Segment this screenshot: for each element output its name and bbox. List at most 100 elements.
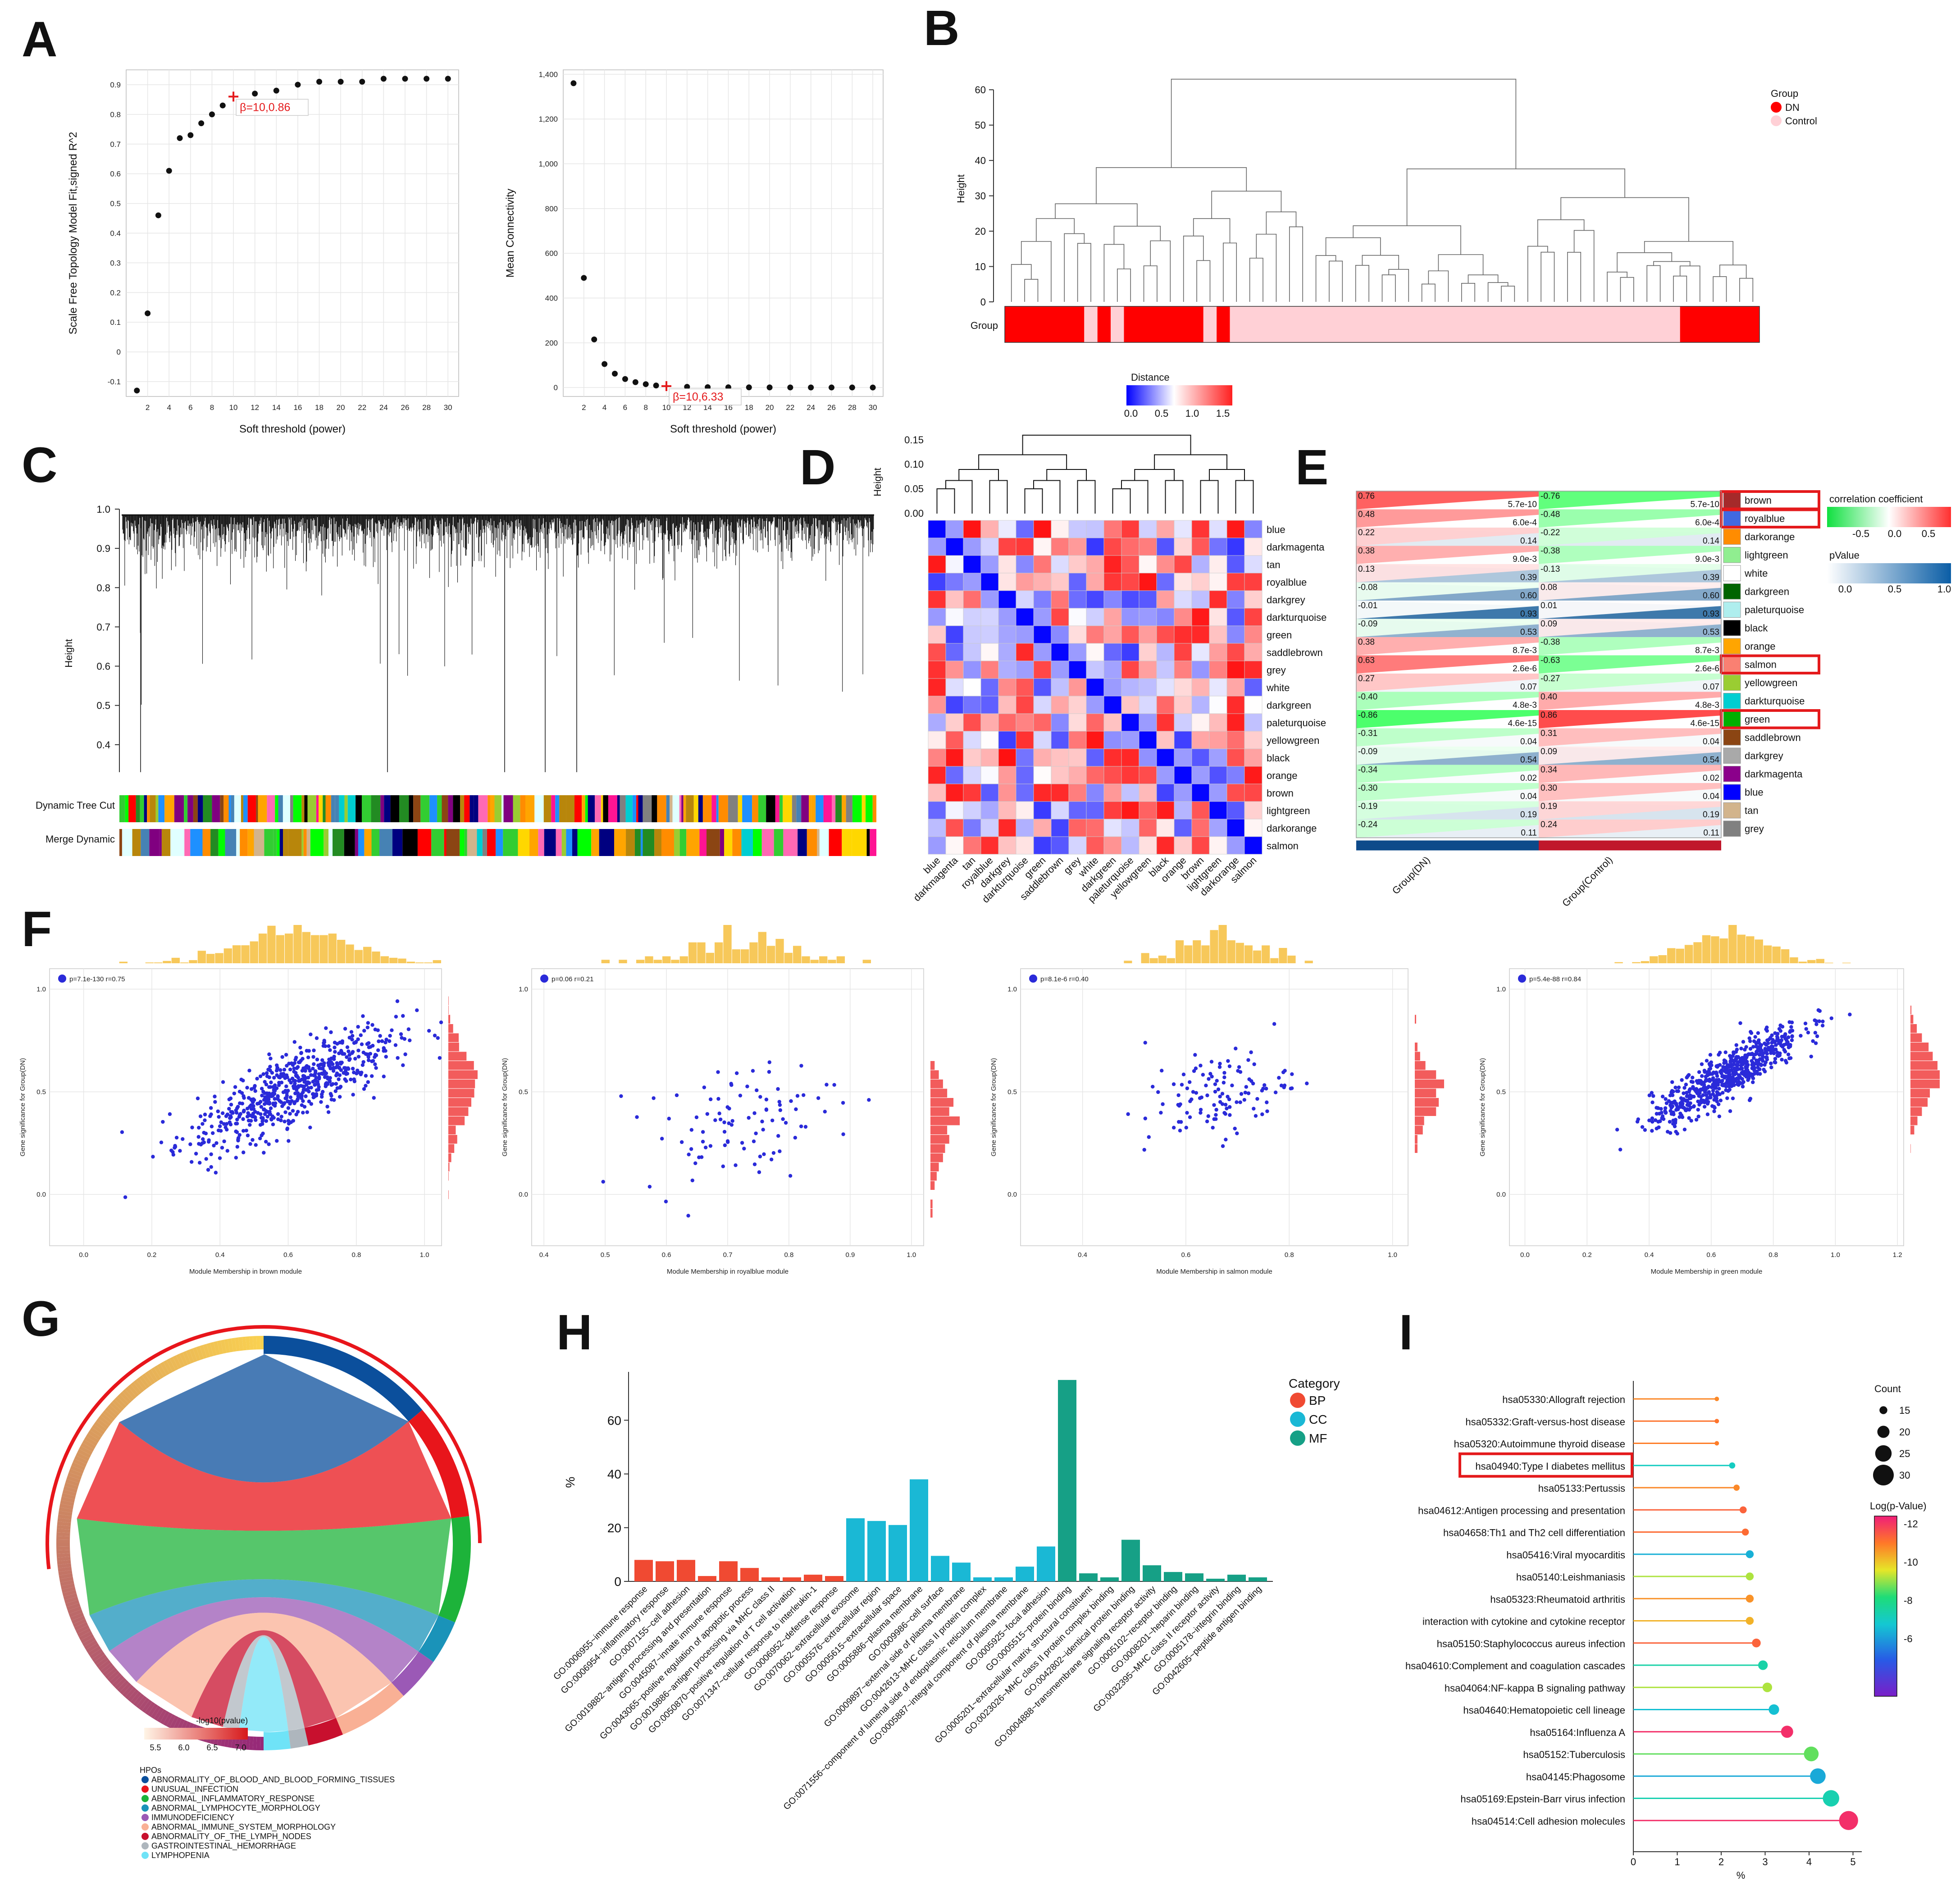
dendrogram-branch [1428, 270, 1449, 302]
correlation-triangle [1539, 692, 1721, 710]
data-point [360, 1070, 364, 1075]
heatmap-cell [1033, 713, 1052, 732]
term-label: hsa05150:Staphylococcus aureus infection [1437, 1638, 1625, 1649]
bar [1185, 1573, 1203, 1581]
group-bar-segment [1084, 306, 1098, 342]
y-axis-title: Height [955, 174, 966, 203]
correlation-value: 0.19 [1541, 802, 1557, 811]
data-point [248, 1123, 252, 1127]
heatmap-cell [1068, 836, 1087, 855]
data-point [767, 1060, 771, 1064]
gene-ring-segment [119, 1391, 132, 1404]
data-point [1696, 1099, 1700, 1103]
gene-ring-segment [98, 1659, 111, 1671]
correlation-value: -0.34 [1358, 765, 1378, 775]
y-tick-label: 0.6 [96, 661, 110, 672]
y-histogram-bar [930, 1116, 960, 1125]
module-color-strip [657, 795, 666, 822]
x-histogram-bar [1632, 962, 1641, 963]
heatmap-cell [1156, 731, 1175, 749]
x-histogram-bar [285, 934, 293, 963]
data-point [1193, 1053, 1197, 1057]
data-point [1227, 1097, 1231, 1102]
dendrogram-branch [1064, 233, 1085, 302]
gene-ring-segment [114, 1677, 127, 1690]
data-point [338, 1084, 343, 1089]
data-point [307, 1049, 311, 1053]
data-point [1235, 1131, 1239, 1135]
lollipop-head [1752, 1639, 1761, 1648]
module-color-strip [140, 795, 144, 822]
data-point [221, 1080, 225, 1084]
dendrogram-branch [1644, 241, 1734, 265]
module-color-strip [783, 829, 798, 856]
hpo-sector [288, 1728, 309, 1749]
data-point [1778, 1029, 1782, 1033]
gene-ring-segment [147, 1369, 158, 1383]
dendrogram-leaves [122, 515, 874, 705]
module-label: darkgreen [1745, 586, 1789, 597]
y-tick-label: 0.0 [1007, 1191, 1017, 1198]
y-tick-label: 0.0 [519, 1191, 528, 1198]
module-label: black [1745, 623, 1768, 634]
x-histogram-bar [732, 949, 740, 963]
x-tick-label: 2 [1718, 1856, 1724, 1867]
data-point [329, 1030, 333, 1034]
pvalue-tick-label: 0.5 [1888, 583, 1902, 595]
data-point [1264, 1087, 1268, 1091]
data-point [374, 1066, 378, 1070]
lollipop-head [1714, 1419, 1719, 1424]
module-color-strip [193, 795, 198, 822]
data-point [647, 1184, 652, 1189]
module-color-strip [835, 795, 842, 822]
gene-ring-segment [173, 1355, 182, 1369]
heatmap-cell [998, 783, 1016, 802]
pvalue-value: 0.60 [1520, 591, 1537, 601]
module-color-strip [247, 795, 256, 822]
dendrogram-branch [1171, 78, 1517, 169]
y-histogram-bar [448, 1079, 475, 1089]
module-color-strip [752, 795, 758, 822]
data-point [1653, 1118, 1658, 1122]
gene-ring-segment [160, 1362, 170, 1375]
heatmap-cell [1103, 696, 1122, 714]
data-point [1811, 1039, 1815, 1043]
data-point [1214, 1113, 1218, 1117]
data-point [294, 1071, 298, 1075]
group-bar-segment [1217, 306, 1230, 342]
gene-ring-segment [74, 1455, 88, 1465]
gene-ring-segment [57, 1525, 71, 1530]
data-point [269, 1106, 273, 1111]
correlation-triangle [1539, 710, 1721, 729]
x-histogram-bar [171, 957, 180, 963]
x-tick-label: 20 [766, 403, 774, 412]
correlation-triangle [1356, 820, 1539, 838]
x-histogram-bar [671, 960, 679, 963]
heatmap-cell [945, 573, 964, 591]
dendrogram-branch [1438, 254, 1484, 275]
gene-ring-segment [94, 1421, 107, 1432]
gene-ring-segment [63, 1486, 77, 1493]
data-point [312, 1062, 316, 1066]
data-point [328, 1079, 332, 1084]
correlation-triangle [1539, 509, 1721, 528]
data-point [1784, 1042, 1788, 1046]
data-point [333, 1045, 337, 1050]
data-point [1772, 1039, 1776, 1043]
x-tick-label: 12 [683, 403, 691, 412]
data-point [315, 1057, 319, 1061]
data-point [1682, 1127, 1687, 1132]
module-color-strip [614, 829, 626, 856]
heatmap-cell [1191, 783, 1210, 802]
y-histogram-bar [930, 1061, 935, 1070]
heatmap-cell [1156, 608, 1175, 626]
data-point [287, 1139, 291, 1143]
correlation-triangle [1356, 582, 1539, 601]
module-color-strip [429, 795, 438, 822]
module-color-strip [323, 795, 326, 822]
module-swatch [1723, 820, 1741, 837]
y-tick-label: 30 [975, 191, 986, 202]
data-point [249, 1103, 253, 1107]
legend-title: Category [1289, 1376, 1340, 1390]
data-point [349, 1030, 354, 1034]
